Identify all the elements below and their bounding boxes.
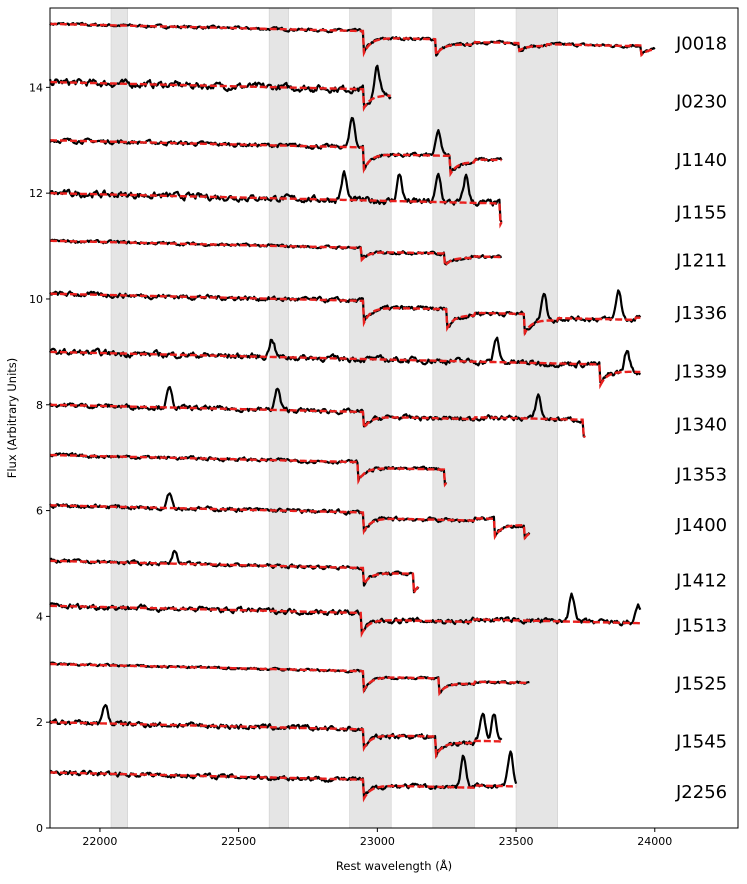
shaded-band-1 [110,7,128,829]
spectrum-model-J2256 [50,771,517,803]
spectrum-model-J1353 [49,453,448,488]
x-tick-label: 24000 [637,835,672,848]
spectrum-model-J0018 [50,22,655,59]
series-label-J1336: J1336 [675,303,727,324]
series-label-J1353: J1353 [675,465,727,486]
x-axis-label: Rest wavelength (Å) [336,858,452,873]
spectrum-model-J1155 [50,192,503,229]
series-label-J0230: J0230 [675,92,727,113]
series-label-J1400: J1400 [675,515,727,536]
y-tick-label: 6 [36,505,43,518]
spectrum-observed-J1513 [49,592,642,634]
y-tick-label: 4 [36,610,43,623]
spectrum-observed-J0230 [48,64,392,108]
spectrum-model-J1211 [50,239,502,268]
spectrum-observed-J1340 [48,385,586,438]
spectrum-model-J1513 [50,604,641,639]
y-tick-label: 14 [29,81,43,94]
series-label-J0018: J0018 [675,33,727,54]
shaded-band-2 [268,7,289,829]
spectra-lines [48,21,656,803]
y-tick-label: 8 [36,399,43,412]
series-label-J1340: J1340 [675,414,727,435]
spectrum-model-J1340 [50,403,586,442]
spectrum-model-J1140 [50,139,502,178]
x-tick-label: 23500 [499,835,534,848]
series-label-J1545: J1545 [675,732,727,753]
spectrum-model-J1412 [49,559,420,597]
series-label-J1155: J1155 [675,203,727,224]
axes: 22000 22500 23000 23500 24000 0 2 4 6 8 10 12 14 [29,7,739,848]
x-tick-label: 22500 [221,835,256,848]
y-tick-label: 10 [29,293,43,306]
y-tick-label: 12 [29,187,43,200]
spectrum-model-J1400 [50,504,531,541]
series-label-J1140: J1140 [675,150,727,171]
spectrum-model-J1545 [50,721,502,760]
series-label-J1412: J1412 [675,570,727,591]
series-labels: J0018 J0230 J1140 J1155 J1211 J1336 J1339 J1340… [675,33,727,803]
spectrum-model-J0230 [50,80,391,113]
series-label-J1513: J1513 [675,615,727,636]
y-tick-label: 2 [36,716,43,729]
x-tick-label: 22000 [82,835,117,848]
spectrum-observed-J1525 [49,661,530,695]
x-tick-label: 23000 [360,835,395,848]
spectrum-model-J1339 [50,350,641,390]
series-label-J1339: J1339 [675,361,727,382]
series-label-J2256: J2256 [675,782,727,803]
series-label-J1211: J1211 [675,250,727,271]
plot-frame [49,7,739,829]
spectrum-model-J1336 [50,292,641,337]
y-tick-label: 0 [36,822,43,835]
series-label-J1525: J1525 [675,674,727,695]
y-axis-label: Flux (Arbitrary Units) [5,358,19,479]
